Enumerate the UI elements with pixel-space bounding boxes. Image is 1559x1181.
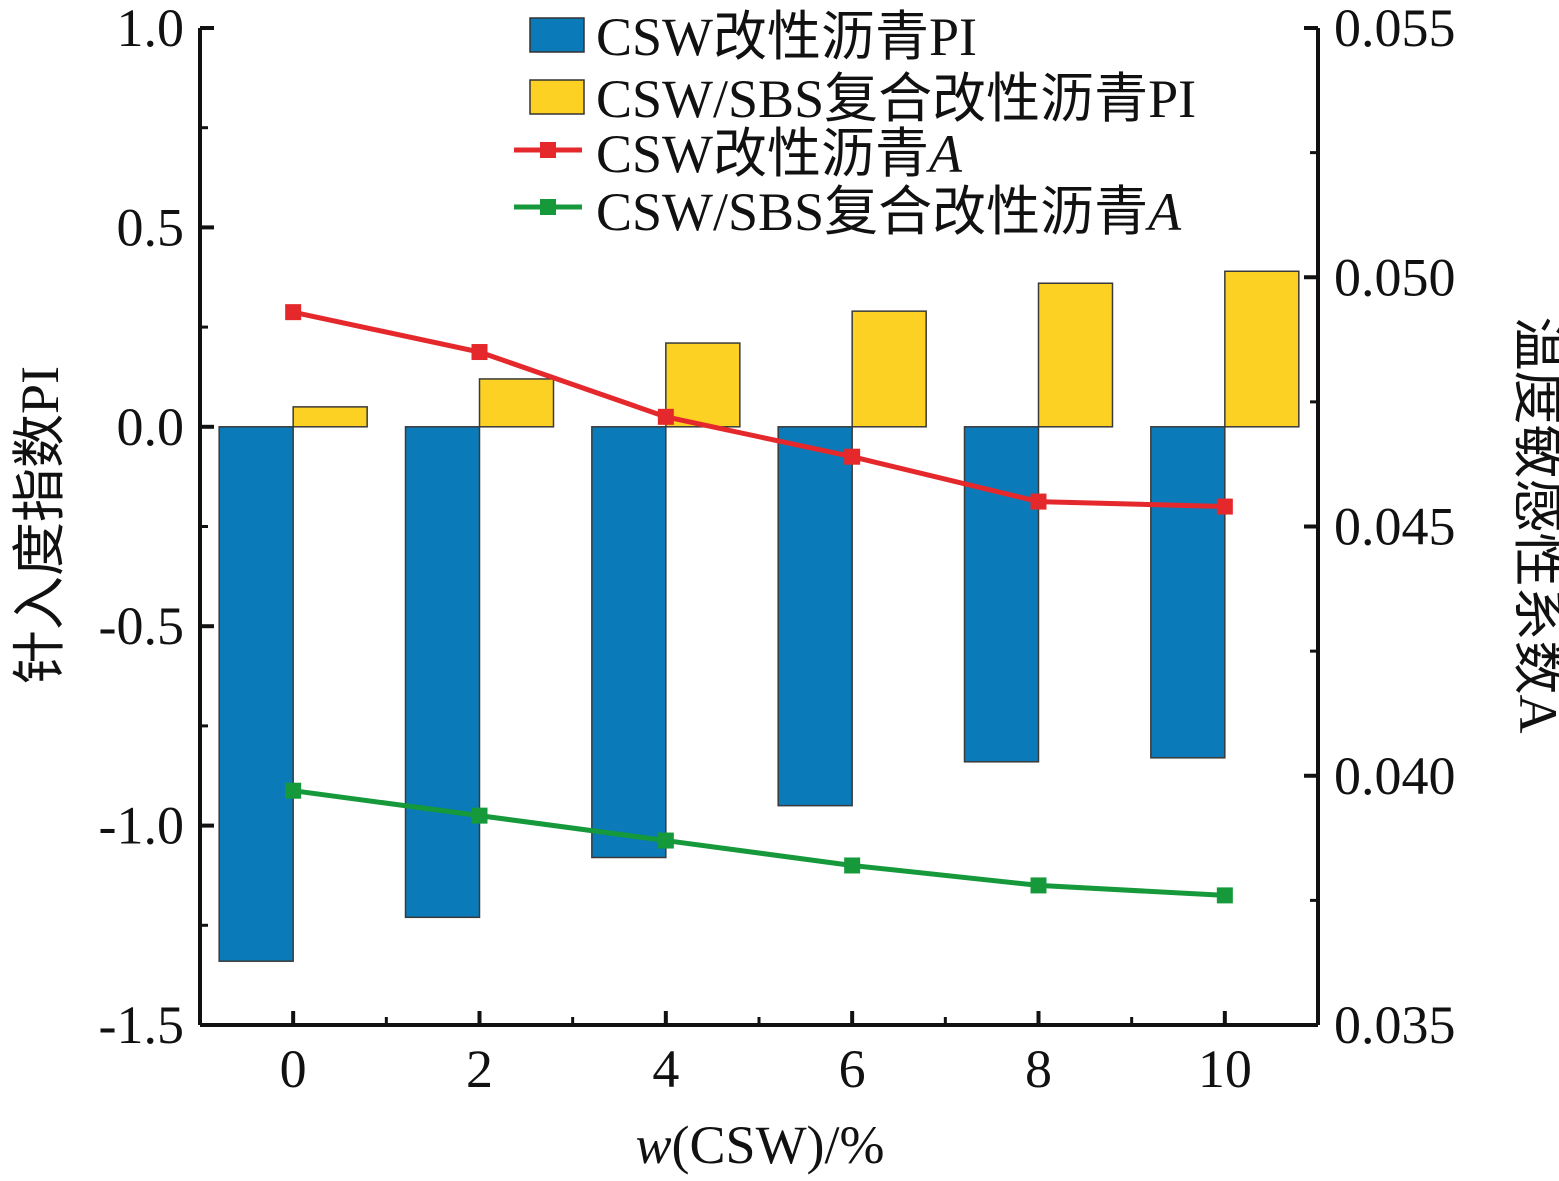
bar-series1-x10 — [1224, 270, 1300, 428]
y-right-tick-label-0.045: 0.045 — [1334, 497, 1456, 557]
marker-series3-x6 — [844, 857, 861, 874]
y-left-tick-label-0.5: 0.5 — [117, 197, 185, 257]
marker-series2-x0 — [285, 304, 302, 321]
bar-series1-x8 — [1037, 282, 1114, 428]
bar-series1-x0 — [292, 406, 368, 428]
y-right-tick-label-0.035: 0.035 — [1334, 995, 1456, 1055]
x-axis-title-rest: (CSW)/% — [672, 1115, 885, 1175]
marker-series3-x4 — [657, 832, 674, 849]
bar-series0-x10 — [1150, 426, 1226, 759]
lines-layer — [285, 304, 1233, 904]
legend-marker-csw-sbs-a — [540, 199, 556, 215]
marker-series3-x10 — [1216, 887, 1233, 904]
y-right-tick-label-0.050: 0.050 — [1334, 247, 1456, 307]
y-left-tick-label--0.5: -0.5 — [99, 596, 184, 656]
line-series3 — [292, 788, 1225, 898]
marker-series2-x8 — [1030, 493, 1047, 510]
y-left-tick-label--1.5: -1.5 — [99, 995, 184, 1055]
legend-marker-csw-a — [540, 142, 556, 158]
legend-label-csw-sbs-a: CSW/SBS复合改性沥青A — [596, 182, 1182, 242]
legend-label-csw-sbs-pi: CSW/SBS复合改性沥青PI — [596, 69, 1196, 129]
legend-label-csw-a: CSW改性沥青A — [596, 124, 963, 184]
marker-series2-x6 — [844, 448, 861, 465]
x-tick-label-6: 6 — [839, 1039, 866, 1099]
x-axis-title: w(CSW)/% — [636, 1115, 885, 1175]
bar-series0-x0 — [218, 426, 294, 962]
bar-series1-x2 — [478, 378, 555, 428]
x-axis-title-italic: w — [636, 1115, 672, 1175]
y-right-tick-label-0.040: 0.040 — [1334, 746, 1456, 806]
x-tick-label-8: 8 — [1025, 1039, 1052, 1099]
legend-label-csw-pi: CSW改性沥青PI — [596, 7, 977, 67]
legend-label-csw-sbs-a-italic: A — [1145, 182, 1182, 242]
bar-series1-x6 — [851, 310, 927, 428]
x-tick-label-4: 4 — [652, 1039, 679, 1099]
y-right-tick-label-0.055: 0.055 — [1334, 0, 1456, 58]
marker-series2-x4 — [657, 408, 674, 425]
legend-swatch-csw-sbs-pi — [529, 79, 585, 115]
y-left-tick-label-0.0: 0.0 — [117, 397, 185, 457]
marker-series2-x10 — [1216, 498, 1233, 515]
bars-layer — [218, 270, 1300, 962]
bar-series0-x6 — [777, 426, 853, 807]
marker-series3-x2 — [471, 807, 488, 824]
x-tick-label-2: 2 — [466, 1039, 493, 1099]
y-axis-left-title: 针入度指数PI — [10, 366, 70, 684]
legend: CSW改性沥青PI CSW/SBS复合改性沥青PI CSW改性沥青A CSW/S… — [514, 7, 1196, 242]
marker-series3-x8 — [1030, 877, 1047, 894]
y-left-tick-label-1.0: 1.0 — [117, 0, 185, 58]
legend-label-csw-a-italic: A — [926, 124, 963, 184]
marker-series3-x0 — [285, 782, 302, 799]
axes-layer — [198, 26, 1320, 1027]
legend-swatch-csw-pi — [529, 17, 585, 53]
marker-series2-x2 — [471, 344, 488, 361]
bar-series0-x2 — [404, 426, 481, 919]
bar-series1-x4 — [665, 342, 741, 428]
legend-label-csw-sbs-a-main: CSW/SBS复合改性沥青 — [596, 182, 1148, 242]
x-tick-label-0: 0 — [280, 1039, 307, 1099]
bar-series0-x4 — [591, 426, 667, 859]
tick-labels-layer: -1.5 -1.0 -0.5 0.0 0.5 1.0 0.035 0.040 0.045 0.05… — [99, 0, 1456, 1099]
x-tick-label-10: 10 — [1198, 1039, 1252, 1099]
line-series2 — [292, 309, 1225, 510]
bar-series0-x8 — [963, 426, 1040, 763]
legend-label-csw-a-main: CSW改性沥青 — [596, 124, 929, 184]
y-left-tick-label--1.0: -1.0 — [99, 796, 184, 856]
y-axis-right-title: 温度敏感性系数A — [1508, 317, 1559, 734]
